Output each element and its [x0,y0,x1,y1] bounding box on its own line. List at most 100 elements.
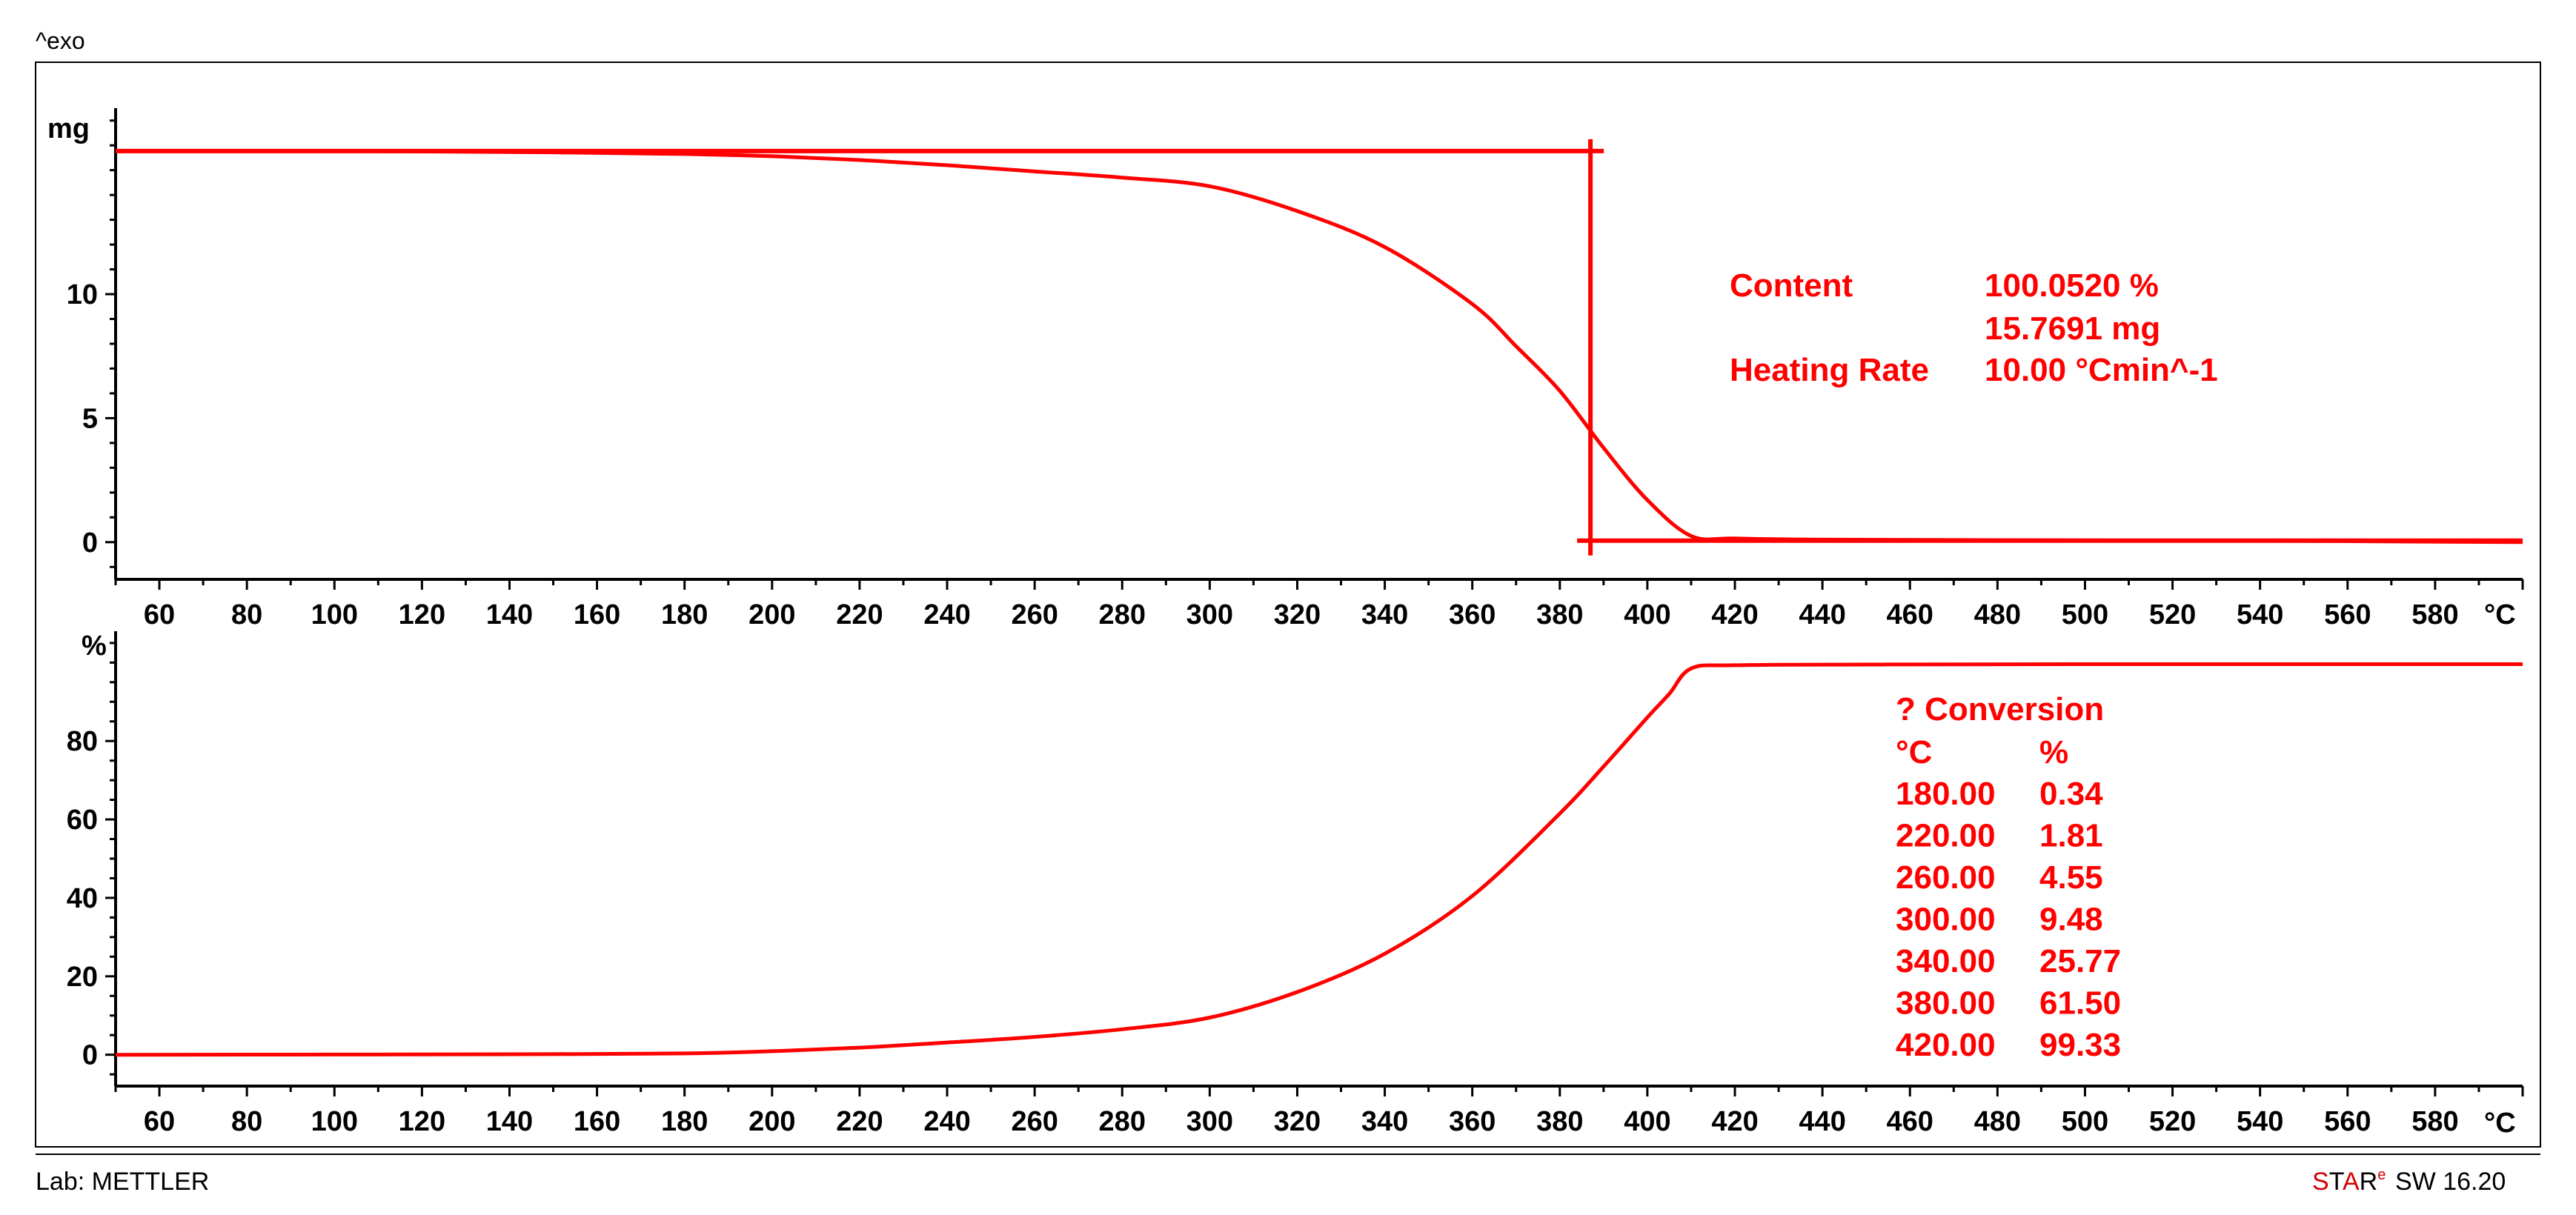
mass-x-tick-label: 440 [1799,599,1845,630]
conversion-y-axis-label: % [82,630,107,662]
conversion-x-tick-label: 340 [1361,1106,1408,1137]
conversion-x-tick-label: 480 [1974,1106,2021,1137]
mass-x-tick-label: 360 [1449,599,1496,630]
exo-label: ^exo [36,27,85,54]
mass-x-tick-label: 580 [2411,599,2458,630]
conversion-x-tick-label: 460 [1887,1106,1933,1137]
conversion-x-tick-label: 260 [1011,1106,1058,1137]
mass-x-tick-label: 140 [486,599,533,630]
conversion-row-percent: 1.81 [2039,818,2103,854]
conversion-row-temp: 180.00 [1896,776,1996,812]
mass-curve [115,149,2523,545]
mass-x-unit-label: °C [2484,599,2516,630]
mass-x-tick-label: 200 [748,599,795,630]
conversion-panel: % 0 20 40 60 80 60 80 100 120 140 160 180 200 220 240… [67,630,2524,1139]
conversion-y-tick-label: 20 [67,962,98,993]
conversion-row-temp: 380.00 [1896,985,1996,1022]
star-logo: STARe [2312,1167,2386,1196]
conversion-x-tick-label: 100 [311,1106,358,1137]
mass-x-tick-label: 420 [1711,599,1758,630]
mass-annotation: Content 100.0520 % 15.7691 mg Heating Ra… [1730,267,2218,388]
mass-x-tick-label: 260 [1011,599,1058,630]
mass-x-tick-label: 500 [2062,599,2108,630]
conversion-x-tick-label: 140 [486,1106,533,1137]
conversion-y-tick-label: 80 [67,726,98,757]
conversion-y-tick-label: 40 [67,883,98,914]
mass-x-tick-label: 400 [1624,599,1670,630]
mass-x-tick-label: 380 [1536,599,1583,630]
mass-x-tick-label: 240 [923,599,970,630]
content-label: Content [1730,267,1853,304]
conversion-x-tick-label: 420 [1711,1106,1758,1137]
conversion-x-tick-label: 500 [2062,1106,2108,1137]
mass-x-tick-label: 560 [2324,599,2371,630]
conversion-x-tick-label: 120 [399,1106,445,1137]
conversion-x-tick-label: 280 [1099,1106,1146,1137]
mass-y-tick-label: 0 [82,527,98,559]
conversion-row-temp: 340.00 [1896,943,1996,979]
mass-x-tick-label: 520 [2149,599,2196,630]
conversion-y-tick-label: 60 [67,805,98,836]
heating-rate-label: Heating Rate [1730,352,1929,388]
conversion-col-temp: °C [1896,734,1932,770]
mass-x-tick-label: 60 [144,599,175,630]
mass-x-tick-label: 460 [1887,599,1933,630]
conversion-col-percent: % [2039,734,2068,770]
content-mass-value: 15.7691 mg [1985,310,2160,347]
conversion-row-percent: 25.77 [2039,943,2121,979]
conversion-row-percent: 0.34 [2039,776,2103,812]
conversion-x-tick-label: 540 [2237,1106,2283,1137]
mass-x-tick-label: 280 [1099,599,1146,630]
conversion-row-percent: 9.48 [2039,902,2103,938]
conversion-x-unit-label: °C [2484,1108,2516,1139]
mass-x-tick-label: 100 [311,599,358,630]
heating-rate-value: 10.00 °Cmin^-1 [1985,352,2218,388]
mass-y-tick-label: 5 [82,403,98,434]
conversion-row-temp: 220.00 [1896,818,1996,854]
conversion-x-tick-label: 360 [1449,1106,1496,1137]
content-percent-value: 100.0520 % [1985,267,2159,304]
plot-frame [35,61,2541,1148]
conversion-row-temp: 420.00 [1896,1027,1996,1063]
mass-x-tick-label: 340 [1361,599,1408,630]
mass-x-tick-label: 160 [574,599,620,630]
conversion-y-tick-label: 0 [82,1040,98,1071]
conversion-row-temp: 300.00 [1896,902,1996,938]
mass-x-tick-label: 220 [836,599,883,630]
mass-x-tick-label: 540 [2237,599,2283,630]
mass-x-tick-label: 320 [1274,599,1321,630]
conversion-x-tick-label: 220 [836,1106,883,1137]
mass-x-tick-label: 480 [1974,599,2021,630]
conversion-x-tick-label: 560 [2324,1106,2371,1137]
conversion-x-tick-label: 180 [661,1106,708,1137]
conversion-row-percent: 61.50 [2039,985,2121,1022]
conversion-x-tick-label: 400 [1624,1106,1670,1137]
conversion-x-tick-label: 160 [574,1106,620,1137]
conversion-row-percent: 99.33 [2039,1027,2121,1063]
svg-text:STARe: STARe [2312,1167,2386,1196]
conversion-x-tick-label: 520 [2149,1106,2196,1137]
conversion-x-tick-label: 300 [1186,1106,1233,1137]
conversion-x-tick-label: 240 [923,1106,970,1137]
conversion-table: ? Conversion °C % 180.00 0.34 220.00 1.81 26… [1896,691,2121,1063]
conversion-x-tick-label: 440 [1799,1106,1845,1137]
conversion-x-tick-label: 60 [144,1106,175,1137]
conversion-x-tick-label: 80 [231,1106,262,1137]
conversion-curve [115,662,2523,1057]
conversion-x-tick-label: 200 [748,1106,795,1137]
mass-y-axis-label: mg [47,113,90,144]
software-version: SW 16.20 [2395,1168,2506,1196]
mass-panel: mg 0 5 10 60 80 100 120 140 160 180 200 220 240 260 2… [47,108,2524,630]
mass-x-tick-label: 180 [661,599,708,630]
lab-label: Lab: METTLER [36,1168,209,1196]
conversion-x-tick-label: 580 [2411,1106,2458,1137]
conversion-x-tick-label: 320 [1274,1106,1321,1137]
conversion-row-temp: 260.00 [1896,859,1996,896]
mass-x-tick-label: 300 [1186,599,1233,630]
conversion-table-title: ? Conversion [1896,691,2104,728]
conversion-x-tick-label: 380 [1536,1106,1583,1137]
mass-x-tick-label: 80 [231,599,262,630]
conversion-row-percent: 4.55 [2039,859,2103,896]
mass-x-tick-label: 120 [399,599,445,630]
